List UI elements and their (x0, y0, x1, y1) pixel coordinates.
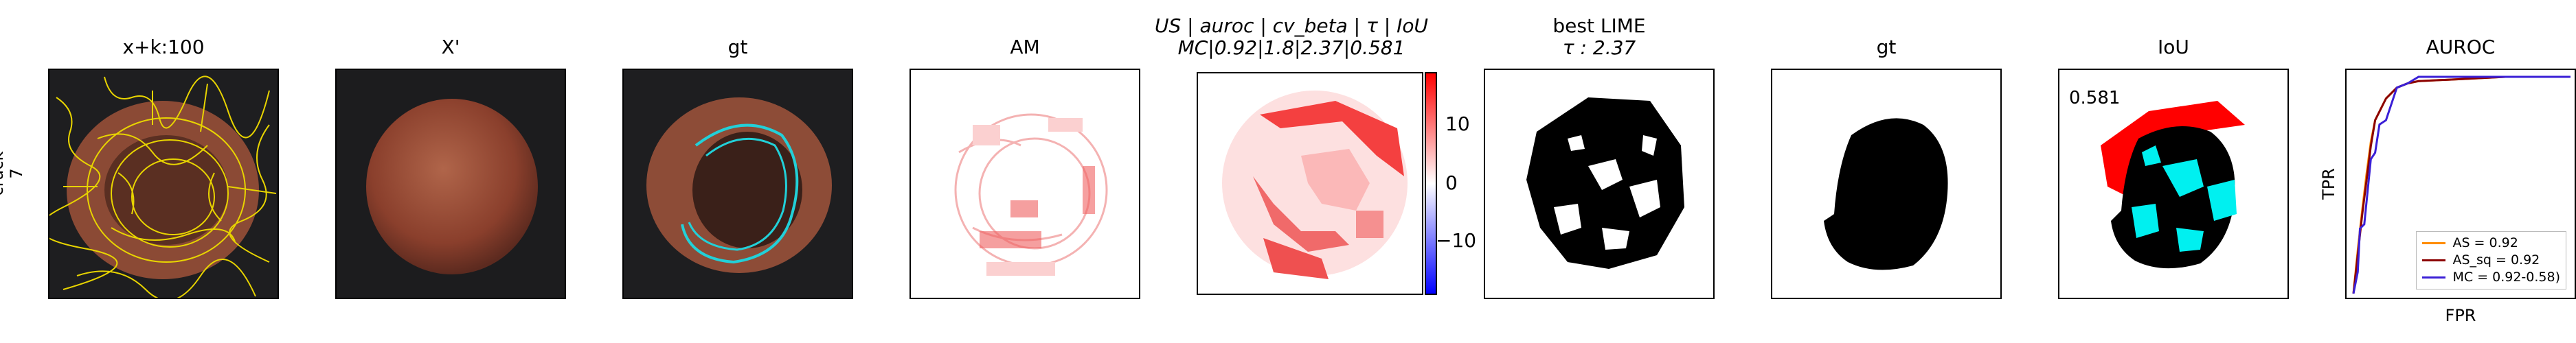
legend-entry-mc: MC = 0.92-0.58) (2422, 269, 2560, 286)
panel-title-5-line2: MC|0.92|1.8|2.37|0.581 (1177, 36, 1405, 59)
panel-title-7: gt (1876, 36, 1897, 58)
chart-legend: AS = 0.92 AS_sq = 0.92 MC = 0.92-0.58) (2416, 231, 2566, 289)
panel-image-iou: 0.581 (2058, 69, 2289, 299)
colorbar-tick-minus10: −10 (1436, 229, 1477, 252)
row-label-line1: crack (0, 151, 7, 196)
legend-line-as (2422, 242, 2446, 244)
panel-image-reconstruction (335, 69, 566, 299)
panel-title-5: US | auroc | cv_beta | τ | IoU MC|0.92|1… (1154, 15, 1429, 59)
roc-series-line-1 (2352, 75, 2571, 294)
colorbar-tick-10: 10 (1445, 113, 1470, 135)
panel-image-gt-mask (1771, 69, 2002, 299)
roc-series-line-2 (2352, 75, 2571, 294)
iou-annotation: 0.581 (2069, 88, 2121, 108)
chart-title: AUROC (2426, 36, 2496, 58)
colorbar (1425, 72, 1437, 295)
panel-title-4: AM (1010, 36, 1040, 58)
panel-title-1: x+k:100 (122, 36, 205, 58)
panel-title-3: gt (727, 36, 748, 58)
panel-image-superpixels (48, 69, 279, 299)
panel-image-gt-overlay (622, 69, 853, 299)
row-label: crack 7 (0, 146, 26, 201)
legend-entry-as-sq: AS_sq = 0.92 (2422, 252, 2560, 269)
colorbar-tick-0: 0 (1445, 172, 1458, 194)
panel-title-6: best LIME τ : 2.37 (1484, 15, 1715, 59)
chart-xlabel: FPR (2445, 306, 2476, 325)
panel-title-6-line2: τ : 2.37 (1562, 36, 1636, 59)
panel-image-attribution-map (909, 69, 1140, 299)
chart-ylabel: TPR (2319, 168, 2338, 200)
auroc-plot: AS = 0.92 AS_sq = 0.92 MC = 0.92-0.58) (2345, 69, 2576, 299)
panel-title-8: IoU (2158, 36, 2189, 58)
panel-image-best-lime (1484, 69, 1715, 299)
panel-title-6-line1: best LIME (1552, 14, 1646, 37)
panel-title-5-line1: US | auroc | cv_beta | τ | IoU (1155, 14, 1428, 37)
panel-title-2: X' (441, 36, 460, 58)
panel-image-mc-map (1197, 72, 1423, 295)
legend-label-as-sq: AS_sq = 0.92 (2452, 252, 2540, 268)
legend-label-mc: MC = 0.92-0.58) (2452, 270, 2560, 285)
row-label-line2: 7 (7, 168, 26, 179)
legend-line-mc (2422, 276, 2446, 279)
legend-entry-as: AS = 0.92 (2422, 235, 2560, 252)
legend-label-as: AS = 0.92 (2452, 235, 2518, 250)
legend-line-as-sq (2422, 259, 2446, 261)
